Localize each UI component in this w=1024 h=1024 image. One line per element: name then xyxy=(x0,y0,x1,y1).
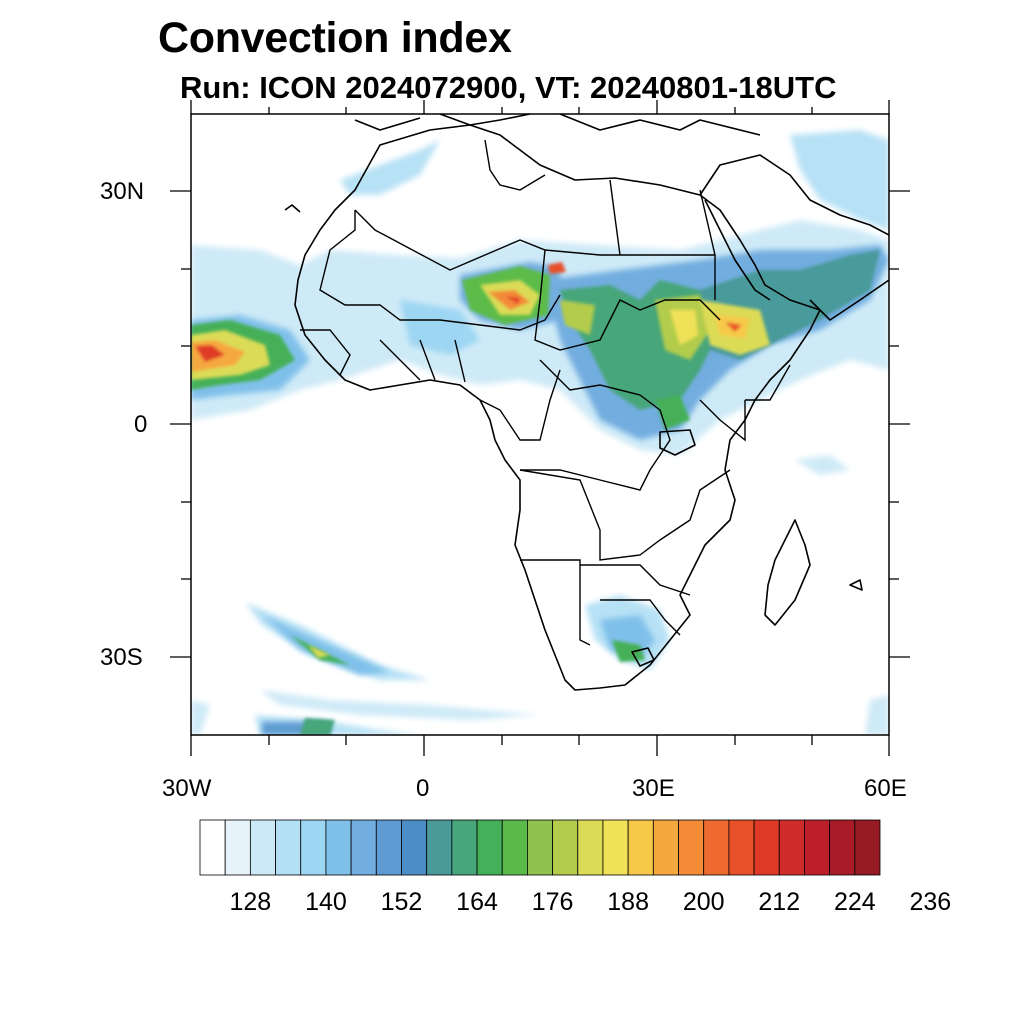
colorbar-swatch xyxy=(678,819,705,876)
colorbar-swatch xyxy=(375,819,402,876)
country-borders xyxy=(300,139,791,646)
colorbar-swatch xyxy=(602,819,629,876)
lat-label-30s: 30S xyxy=(100,644,143,671)
colorbar-swatch xyxy=(652,819,679,876)
colorbar-label: 224 xyxy=(833,888,876,916)
colorbar-swatch xyxy=(476,819,503,876)
colorbar-swatch xyxy=(426,819,453,876)
colorbar-swatch xyxy=(224,819,251,876)
colorbar-label: 212 xyxy=(758,888,801,916)
axis-ticks xyxy=(170,100,910,756)
coastlines xyxy=(284,114,889,691)
colorbar-swatch xyxy=(778,819,805,876)
lat-label-0: 0 xyxy=(134,411,148,438)
colorbar xyxy=(199,819,881,876)
colorbar-swatch xyxy=(300,819,327,876)
convection-field xyxy=(191,130,889,735)
colorbar-swatch xyxy=(501,819,528,876)
colorbar-swatch xyxy=(854,819,881,876)
colorbar-swatch xyxy=(401,819,428,876)
colorbar-swatch xyxy=(451,819,478,876)
colorbar-swatch xyxy=(199,819,226,876)
colorbar-label: 188 xyxy=(607,888,649,916)
colorbar-swatch xyxy=(829,819,856,876)
colorbar-label: 140 xyxy=(305,888,347,916)
lat-label-30n: 30N xyxy=(100,178,145,205)
colorbar-swatch xyxy=(275,819,302,876)
colorbar-swatch xyxy=(350,819,377,876)
colorbar-swatch xyxy=(804,819,831,876)
lon-label-30e: 30E xyxy=(632,775,675,802)
colorbar-swatch xyxy=(577,819,604,876)
colorbar-swatch xyxy=(249,819,276,876)
colorbar-label: 152 xyxy=(380,888,423,916)
lon-label-30w: 30W xyxy=(162,775,212,802)
colorbar-swatch xyxy=(728,819,755,876)
colorbar-swatch xyxy=(325,819,352,876)
colorbar-label: 200 xyxy=(682,888,725,916)
colorbar-label: 164 xyxy=(456,888,498,916)
lon-label-0: 0 xyxy=(416,775,430,802)
colorbar-swatch xyxy=(552,819,579,876)
lon-label-60e: 60E xyxy=(864,775,907,802)
colorbar-swatch xyxy=(753,819,780,876)
colorbar-label: 176 xyxy=(531,888,574,916)
colorbar-swatch xyxy=(627,819,654,876)
colorbar-label: 236 xyxy=(909,888,952,916)
colorbar-label: 128 xyxy=(229,888,272,916)
chart-title: Convection index xyxy=(158,14,512,62)
chart-subtitle: Run: ICON 2024072900, VT: 20240801-18UTC xyxy=(180,70,837,105)
colorbar-swatch xyxy=(703,819,730,876)
colorbar-swatch xyxy=(527,819,553,876)
